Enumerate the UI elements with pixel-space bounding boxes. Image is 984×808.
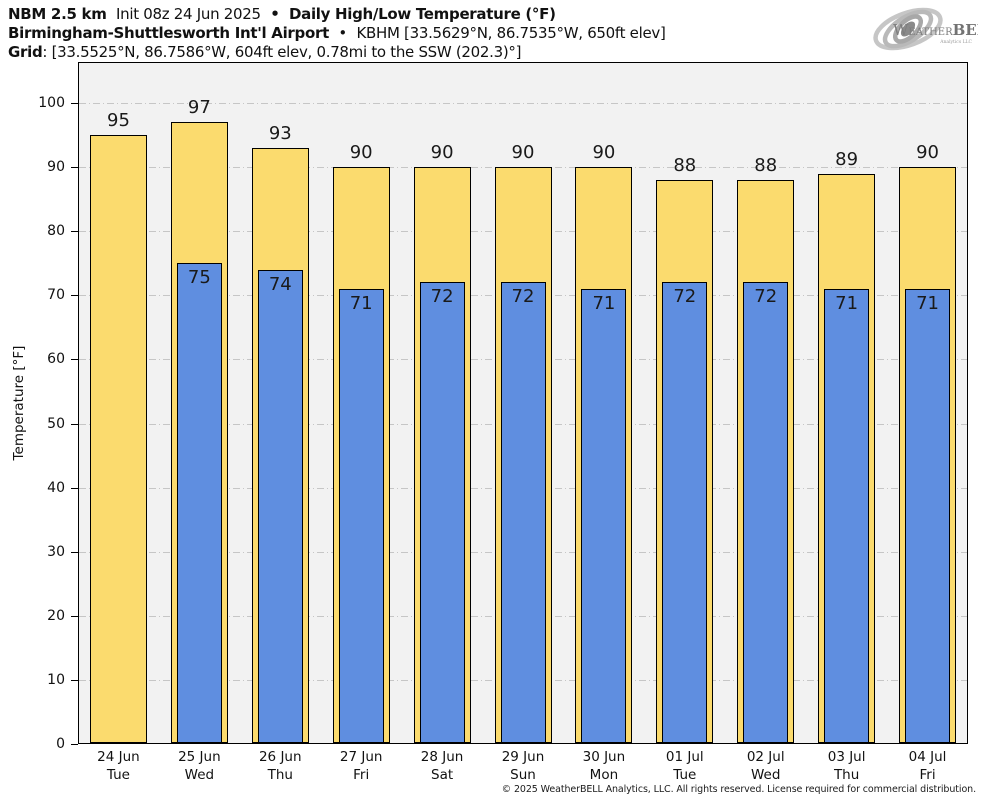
- low-bar: [824, 288, 870, 743]
- x-tick-day: Fri: [353, 766, 370, 783]
- x-tick-date: 28 Jun: [420, 749, 464, 765]
- high-value-label: 90: [916, 142, 939, 164]
- station-name: Birmingham-Shuttlesworth Int'l Airport: [8, 24, 329, 42]
- y-tick: [71, 167, 78, 169]
- header-line-1: NBM 2.5 km Init 08z 24 Jun 2025 • Daily …: [8, 5, 666, 24]
- x-tick-day: Fri: [919, 766, 936, 783]
- high-value-label: 90: [430, 142, 454, 164]
- low-value-label: 71: [592, 292, 616, 314]
- grid-label: Grid: [8, 43, 43, 61]
- x-tick-date: 25 Jun: [178, 749, 221, 765]
- logo-text: WEATHERBELL: [893, 21, 978, 39]
- x-tick-day: Thu: [833, 766, 860, 783]
- y-tick: [71, 423, 78, 425]
- y-tick-label: 70: [47, 287, 65, 304]
- high-value-label: 90: [349, 142, 373, 164]
- x-tick-date: 24 Jun: [97, 749, 140, 765]
- y-tick-label: 10: [47, 671, 65, 688]
- y-tick-label: 30: [47, 543, 65, 560]
- low-value-label: 72: [673, 286, 697, 308]
- low-value-label: 72: [754, 286, 778, 308]
- y-tick-label: 40: [47, 479, 65, 496]
- logo-subtitle: Analytics LLC: [939, 39, 972, 45]
- x-tick-date: 26 Jun: [258, 749, 302, 765]
- x-tick-day: Tue: [106, 766, 130, 783]
- y-gridline: [79, 103, 967, 105]
- page-title: Daily High/Low Temperature (°F): [288, 5, 556, 23]
- low-value-label: 72: [511, 286, 535, 308]
- x-tick-date: 03 Jul: [827, 749, 866, 765]
- y-tick: [71, 679, 78, 681]
- low-bar: [662, 282, 708, 743]
- low-value-label: 74: [268, 273, 292, 295]
- header-line-2: Birmingham-Shuttlesworth Int'l Airport •…: [8, 24, 666, 43]
- x-tick-day: Mon: [589, 766, 619, 783]
- y-tick: [71, 295, 78, 297]
- low-bar: [338, 288, 384, 743]
- model-name: NBM 2.5 km: [8, 5, 107, 23]
- y-tick-label: 20: [47, 607, 65, 624]
- low-bar: [581, 288, 627, 743]
- low-value-label: 71: [835, 292, 859, 314]
- weatherbell-logo: WEATHERBELL Analytics LLC: [866, 2, 984, 60]
- x-tick-date: 29 Jun: [501, 749, 545, 765]
- y-tick: [71, 231, 78, 233]
- x-tick-day: Tue: [673, 766, 697, 783]
- x-tick-date: 27 Jun: [339, 749, 383, 765]
- x-tick-date: 04 Jul: [908, 749, 947, 765]
- station-info: KBHM [33.5629°N, 86.7535°W, 650ft elev]: [356, 24, 666, 42]
- low-bar: [743, 282, 789, 743]
- low-value-label: 72: [430, 286, 454, 308]
- y-tick-label: 80: [47, 223, 65, 240]
- x-tick-date: 02 Jul: [746, 749, 785, 765]
- high-value-label: 93: [268, 122, 292, 144]
- x-tick-date: 30 Jun: [582, 749, 626, 765]
- low-bar: [419, 282, 465, 743]
- station-separator: •: [338, 24, 347, 42]
- y-tick: [71, 103, 78, 105]
- y-tick: [71, 487, 78, 489]
- y-tick-label: 60: [47, 351, 65, 368]
- low-bar: [176, 263, 222, 743]
- y-tick-label: 100: [38, 95, 65, 112]
- low-bar: [257, 269, 303, 743]
- y-tick: [71, 744, 78, 745]
- y-tick: [71, 551, 78, 553]
- x-tick-day: Sun: [510, 766, 536, 783]
- header-line-3: Grid: [33.5525°N, 86.7586°W, 604ft elev,…: [8, 43, 666, 62]
- low-value-label: 71: [916, 292, 939, 314]
- x-tick-day: Wed: [184, 766, 215, 783]
- high-bar: [89, 135, 147, 743]
- footer-copyright: © 2025 WeatherBELL Analytics, LLC. All r…: [501, 784, 976, 795]
- high-value-label: 90: [511, 142, 535, 164]
- y-tick-label: 50: [47, 415, 65, 432]
- low-value-label: 75: [187, 267, 211, 289]
- low-bar: [500, 282, 546, 743]
- y-tick-label: 0: [56, 736, 65, 752]
- high-value-label: 90: [592, 142, 616, 164]
- low-bar: [905, 288, 951, 743]
- logo-swirl-icon: WEATHERBELL Analytics LLC: [873, 7, 984, 51]
- x-tick-day: Wed: [751, 766, 781, 783]
- high-value-label: 95: [107, 110, 130, 132]
- header: NBM 2.5 km Init 08z 24 Jun 2025 • Daily …: [8, 5, 666, 62]
- y-tick-label: 90: [47, 159, 65, 176]
- x-tick-day: Sat: [431, 766, 454, 783]
- high-value-label: 88: [673, 154, 697, 176]
- high-value-label: 88: [754, 154, 778, 176]
- high-value-label: 89: [835, 148, 859, 170]
- high-value-label: 97: [187, 97, 211, 119]
- low-value-label: 71: [349, 292, 373, 314]
- y-tick: [71, 359, 78, 361]
- grid-info: : [33.5525°N, 86.7586°W, 604ft elev, 0.7…: [42, 43, 522, 61]
- x-tick-day: Thu: [267, 766, 293, 783]
- init-time: Init 08z 24 Jun 2025: [116, 5, 261, 23]
- y-tick: [71, 615, 78, 617]
- title-separator: •: [270, 5, 280, 23]
- x-tick-date: 01 Jul: [665, 749, 704, 765]
